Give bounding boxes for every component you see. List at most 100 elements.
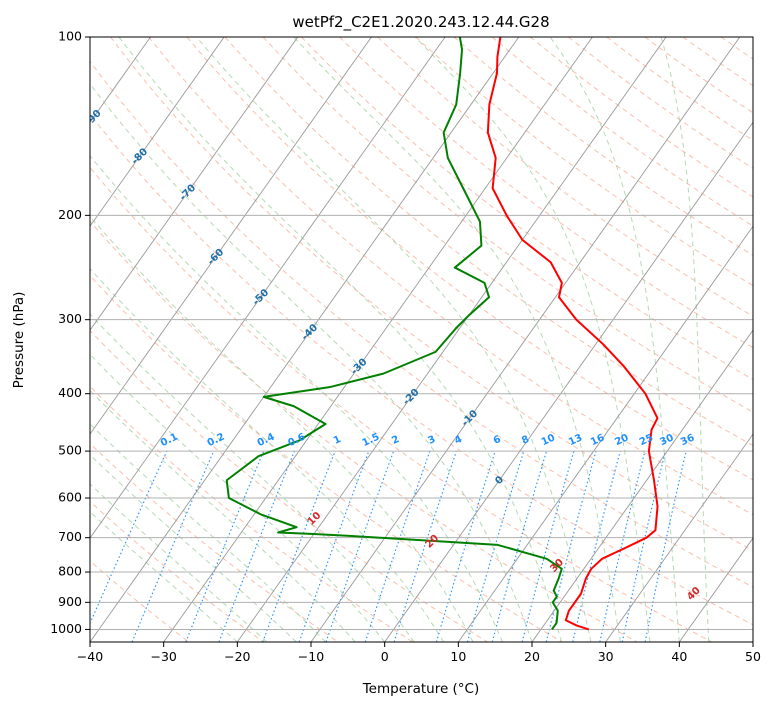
isotherm-line xyxy=(531,329,753,642)
moist-adiabat-line xyxy=(90,313,415,642)
mixing-ratio-line xyxy=(262,450,336,642)
mixing-ratio-line xyxy=(185,450,265,642)
dry-adiabat-line xyxy=(90,274,563,642)
mixing-ratio-line xyxy=(325,450,395,642)
y-axis-label: Pressure (hPa) xyxy=(11,292,27,389)
isotherm-line xyxy=(310,37,741,642)
mixing-ratio-line xyxy=(521,450,575,642)
mixing-ratio-line xyxy=(572,450,621,642)
isotherm-line xyxy=(90,37,446,539)
y-tick-label: 500 xyxy=(58,443,82,458)
mixing-ratio-label: 3 xyxy=(426,434,437,447)
mixing-ratio-line xyxy=(599,450,646,642)
moist-adiabat-line xyxy=(90,511,238,642)
isotherm-label: -90 xyxy=(83,108,104,129)
y-tick-label: 400 xyxy=(58,385,82,400)
y-tick-label: 1000 xyxy=(50,621,82,636)
mixing-ratio-label: 6 xyxy=(492,434,503,447)
mixing-ratio-label: 4 xyxy=(453,434,464,447)
moist-adiabat-line xyxy=(90,353,386,642)
moist-adiabat-line xyxy=(293,37,621,642)
dry-adiabat-line xyxy=(90,329,488,642)
dry-adiabat-line xyxy=(90,560,190,642)
moist-adiabat-line xyxy=(414,37,651,642)
isotherm-label: -100 xyxy=(31,72,57,98)
isotherm-label: -60 xyxy=(206,247,227,268)
isotherm-label: -80 xyxy=(130,146,151,167)
dry-adiabat-line xyxy=(415,37,753,287)
mixing-ratio-label: 0.1 xyxy=(159,432,180,449)
isotherm-line xyxy=(90,37,372,435)
dry-adiabat-line xyxy=(186,37,753,481)
isotherm-line xyxy=(236,37,667,642)
dry-adiabat-line xyxy=(110,37,753,552)
dry-adiabat-label: 20 xyxy=(424,533,442,551)
mixing-ratio-label: 8 xyxy=(520,434,531,447)
x-tick-label: −10 xyxy=(298,649,324,664)
x-axis-label: Temperature (°C) xyxy=(362,681,480,697)
mixing-ratio-label: 1.5 xyxy=(361,432,382,449)
mixing-ratio-line xyxy=(621,450,666,642)
dry-adiabat-line xyxy=(301,37,753,381)
mixing-ratio-line xyxy=(545,450,597,642)
isotherm-line xyxy=(90,37,299,331)
moist-adiabat-line xyxy=(90,155,503,642)
x-tick-label: 30 xyxy=(598,649,614,664)
dry-adiabat-line xyxy=(682,37,753,87)
y-tick-label: 800 xyxy=(58,564,82,579)
mixing-ratio-label: 13 xyxy=(567,432,584,448)
mixing-ratio-line xyxy=(218,450,295,642)
isotherm-label: -30 xyxy=(349,357,370,378)
dry-adiabat-line xyxy=(262,37,753,413)
mixing-ratio-line xyxy=(435,450,496,642)
y-tick-label: 600 xyxy=(58,490,82,505)
x-tick-label: 50 xyxy=(745,649,761,664)
temperature-profile-line xyxy=(486,37,659,631)
x-tick-label: 0 xyxy=(381,649,389,664)
moist-adiabat-line xyxy=(118,37,562,642)
dry-adiabat-label: 10 xyxy=(306,510,324,528)
moist-adiabat-line xyxy=(549,37,680,642)
moist-adiabat-line xyxy=(90,215,474,642)
isotherm-line xyxy=(90,37,225,228)
mixing-ratio-label: 25 xyxy=(638,432,655,448)
plot-frame xyxy=(89,36,754,643)
moist-adiabat-line xyxy=(90,83,533,642)
mixing-ratio-label: 1 xyxy=(332,434,343,447)
mixing-ratio-line xyxy=(644,450,687,642)
mixing-ratio-label: 30 xyxy=(658,432,675,448)
mixing-ratio-line xyxy=(466,450,525,642)
mixing-ratio-label: 0.6 xyxy=(286,432,307,449)
y-tick-label: 700 xyxy=(58,529,82,544)
dry-adiabat-line xyxy=(90,500,264,642)
dry-adiabat-line xyxy=(720,37,753,60)
x-tick-label: 20 xyxy=(524,649,540,664)
x-tick-label: −20 xyxy=(224,649,250,664)
moist-adiabat-line xyxy=(90,483,268,642)
dry-adiabat-line xyxy=(530,37,753,198)
dry-adiabat-line xyxy=(90,220,638,642)
isotherm-line xyxy=(90,37,520,642)
dry-adiabat-line xyxy=(644,37,753,114)
dry-adiabat-line xyxy=(148,37,753,516)
y-tick-label: 100 xyxy=(58,29,82,44)
dry-adiabat-label: 40 xyxy=(685,585,703,603)
dry-adiabat-line xyxy=(90,385,414,642)
mixing-ratio-line xyxy=(131,450,215,642)
x-tick-label: −30 xyxy=(150,649,176,664)
mixing-ratio-label: 2 xyxy=(390,434,401,447)
dry-adiabat-line xyxy=(606,37,753,141)
x-tick-label: −40 xyxy=(77,649,103,664)
dewpoint-profile-line xyxy=(225,37,563,631)
moist-adiabat-line xyxy=(196,37,592,642)
dry-adiabat-line xyxy=(377,37,753,317)
mixing-ratio-label: 0.2 xyxy=(206,432,227,449)
mixing-ratio-line xyxy=(90,450,168,625)
dry-adiabat-line xyxy=(90,60,753,588)
moist-adiabat-line xyxy=(90,423,327,642)
x-tick-label: 40 xyxy=(671,649,687,664)
dry-adiabat-line xyxy=(453,37,753,257)
isotherm-line xyxy=(163,37,593,642)
dry-adiabat-line xyxy=(491,37,753,227)
